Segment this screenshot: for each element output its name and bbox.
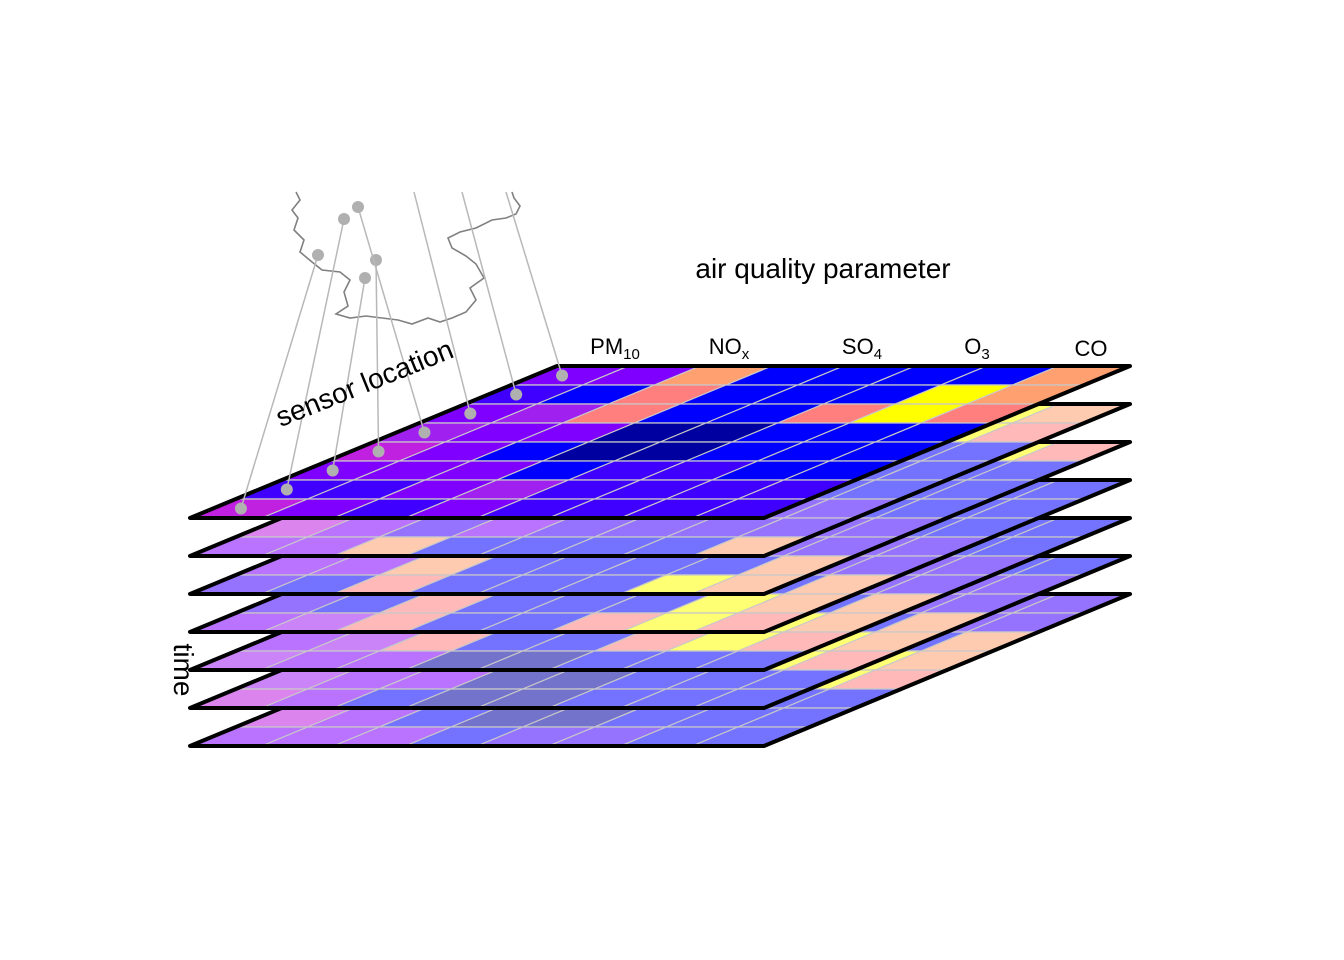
sensor-dot [326,464,339,477]
sensor-map-dot [338,213,350,225]
sensor-connector-line [286,218,345,490]
layer-border [188,364,1132,520]
time-axis-title: time [168,644,199,697]
sensor-connectors [234,191,569,515]
sensor-connector-line [505,191,563,376]
parameter-label-nox: NOx [709,334,750,363]
sensor-dot [464,407,477,420]
sensor-connector-line [240,254,319,509]
sensor-connector-line [413,191,472,414]
parameter-label-so4: SO4 [842,334,882,363]
time-layers [188,364,1132,748]
parameter-label-co: CO [1075,336,1108,361]
sensor-map-dot [359,272,371,284]
time-layer [188,364,1132,520]
parameter-labels: PM10 NOx SO4 O3 CO [590,334,1107,363]
sensor-dot [234,502,247,515]
sensor-map-dot [312,249,324,261]
sensor-dot [510,388,523,401]
sensor-map-dot [352,201,364,213]
sensor-dot [418,426,431,439]
sensor-dot [280,483,293,496]
sensor-connector-line [357,206,426,433]
sensor-connector-line [461,191,517,395]
parameter-label-o3: O3 [964,334,989,363]
parameter-label-pm10: PM10 [590,334,640,363]
germany-map-outline [290,191,521,325]
parameter-axis-title: air quality parameter [695,253,950,284]
sensor-dot [556,369,569,382]
sensor-dot [372,445,385,458]
sensor-connector-line [331,277,366,471]
sensor-connector-line [375,259,380,452]
